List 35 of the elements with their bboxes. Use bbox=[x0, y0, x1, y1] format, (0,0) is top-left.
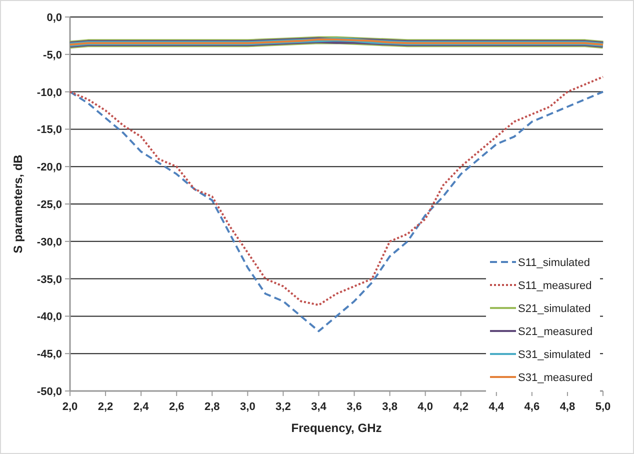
y-tick-label: -25,0 bbox=[36, 199, 62, 211]
x-tick-label: 3,2 bbox=[276, 401, 291, 413]
x-tick-label: 3,8 bbox=[382, 401, 398, 413]
x-tick-label: 2,2 bbox=[98, 401, 114, 413]
x-tick-label: 3,0 bbox=[240, 401, 256, 413]
y-axis-title: S parameters, dB bbox=[11, 154, 25, 254]
x-tick-label: 4,2 bbox=[453, 401, 469, 413]
y-tick-label: -15,0 bbox=[36, 124, 62, 136]
legend-label: S11_measured bbox=[518, 280, 592, 292]
x-tick-label: 5,0 bbox=[595, 401, 611, 413]
x-tick-label: 2,0 bbox=[62, 401, 78, 413]
x-axis-title: Frequency, GHz bbox=[291, 421, 382, 435]
legend-label: S11_simulated bbox=[518, 257, 590, 269]
x-tick-label: 3,4 bbox=[311, 401, 328, 413]
x-tick-label: 4,0 bbox=[418, 401, 433, 413]
y-tick-label: -30,0 bbox=[36, 236, 62, 248]
y-tick-label: 0,0 bbox=[46, 12, 62, 24]
x-tick-label: 2,8 bbox=[204, 401, 220, 413]
x-tick-label: 2,6 bbox=[168, 401, 184, 413]
y-tick-label: -45,0 bbox=[36, 348, 62, 361]
legend-label: S31_simulated bbox=[518, 349, 591, 361]
x-tick-label: 4,8 bbox=[560, 401, 576, 413]
y-tick-label: -10,0 bbox=[36, 86, 62, 99]
y-tick-label: -5,0 bbox=[43, 49, 62, 62]
y-tick-label: -20,0 bbox=[36, 162, 62, 174]
y-tick-label: -40,0 bbox=[36, 311, 62, 324]
x-tick-label: 4,4 bbox=[488, 401, 505, 413]
legend-label: S21_simulated bbox=[518, 303, 591, 315]
legend-label: S31_measured bbox=[518, 372, 593, 384]
x-tick-label: 2,4 bbox=[133, 401, 150, 413]
x-tick-label: 3,6 bbox=[346, 401, 362, 413]
y-tick-label: -50,0 bbox=[36, 386, 62, 398]
x-tick-label: 4,6 bbox=[524, 401, 540, 413]
legend-label: S21_measured bbox=[518, 326, 593, 338]
y-tick-label: -35,0 bbox=[36, 274, 62, 286]
